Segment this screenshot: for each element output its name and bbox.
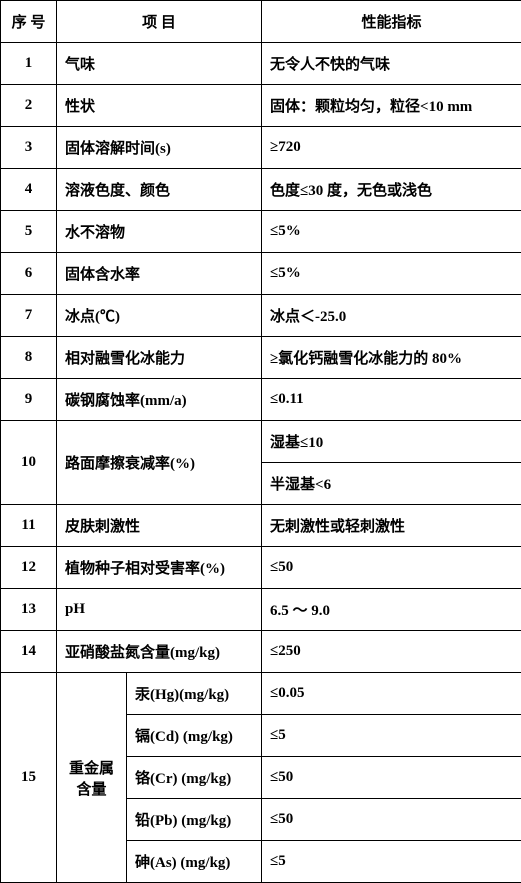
spec-cell: 固体：颗粒均匀，粒径<10 mm	[262, 85, 521, 127]
seq-cell: 3	[1, 127, 57, 169]
item-cell: 性状	[57, 85, 262, 127]
seq-cell: 15	[1, 673, 57, 883]
subitem-cell: 镉(Cd) (mg/kg)	[127, 715, 262, 757]
seq-cell: 7	[1, 295, 57, 337]
item-cell: 皮肤刺激性	[57, 505, 262, 547]
seq-cell: 1	[1, 43, 57, 85]
item-cell: 碳钢腐蚀率(mm/a)	[57, 379, 262, 421]
seq-cell: 10	[1, 421, 57, 505]
seq-cell: 4	[1, 169, 57, 211]
group-cell: 重金属含量	[57, 673, 127, 883]
spec-cell: 无令人不快的气味	[262, 43, 521, 85]
table-row: 2性状固体：颗粒均匀，粒径<10 mm	[1, 85, 521, 127]
spec-cell: ≤5%	[262, 253, 521, 295]
spec-cell: ≤250	[262, 631, 521, 673]
seq-cell: 12	[1, 547, 57, 589]
item-cell: 固体溶解时间(s)	[57, 127, 262, 169]
spec-cell: ≤5	[262, 715, 521, 757]
spec-cell: 色度≤30 度，无色或浅色	[262, 169, 521, 211]
hdr-item: 项 目	[57, 1, 262, 43]
spec-cell: ≥氯化钙融雪化冰能力的 80%	[262, 337, 521, 379]
item-cell: 固体含水率	[57, 253, 262, 295]
table-row: 5水不溶物≤5%	[1, 211, 521, 253]
table-row: 10路面摩擦衰减率(%)湿基≤10	[1, 421, 521, 463]
table-row: 12植物种子相对受害率(%)≤50	[1, 547, 521, 589]
spec-cell: ≤5	[262, 841, 521, 883]
table-row: 3固体溶解时间(s)≥720	[1, 127, 521, 169]
subitem-cell: 铅(Pb) (mg/kg)	[127, 799, 262, 841]
item-cell: 气味	[57, 43, 262, 85]
seq-cell: 13	[1, 589, 57, 631]
header-row: 序 号 项 目 性能指标	[1, 1, 521, 43]
item-cell: 亚硝酸盐氮含量(mg/kg)	[57, 631, 262, 673]
spec-table: 序 号 项 目 性能指标 1气味无令人不快的气味 2性状固体：颗粒均匀，粒径<1…	[0, 0, 521, 883]
spec-cell: 冰点＜-25.0	[262, 295, 521, 337]
table-row: 7冰点(℃)冰点＜-25.0	[1, 295, 521, 337]
hdr-seq: 序 号	[1, 1, 57, 43]
item-cell: pH	[57, 589, 262, 631]
table-row: 15重金属含量汞(Hg)(mg/kg)≤0.05	[1, 673, 521, 715]
subitem-cell: 汞(Hg)(mg/kg)	[127, 673, 262, 715]
table-row: 1气味无令人不快的气味	[1, 43, 521, 85]
table-row: 14亚硝酸盐氮含量(mg/kg)≤250	[1, 631, 521, 673]
spec-cell: 6.5 ～ 9.0	[262, 589, 521, 631]
hdr-spec: 性能指标	[262, 1, 521, 43]
item-cell: 冰点(℃)	[57, 295, 262, 337]
spec-cell: 湿基≤10	[262, 421, 521, 463]
item-cell: 水不溶物	[57, 211, 262, 253]
spec-cell: ≤50	[262, 547, 521, 589]
table-row: 6固体含水率≤5%	[1, 253, 521, 295]
spec-cell: ≤0.05	[262, 673, 521, 715]
seq-cell: 11	[1, 505, 57, 547]
item-cell: 路面摩擦衰减率(%)	[57, 421, 262, 505]
item-cell: 相对融雪化冰能力	[57, 337, 262, 379]
seq-cell: 6	[1, 253, 57, 295]
spec-cell: ≥720	[262, 127, 521, 169]
subitem-cell: 砷(As) (mg/kg)	[127, 841, 262, 883]
subitem-cell: 铬(Cr) (mg/kg)	[127, 757, 262, 799]
item-cell: 植物种子相对受害率(%)	[57, 547, 262, 589]
spec-cell: 半湿基<6	[262, 463, 521, 505]
table-row: 4溶液色度、颜色色度≤30 度，无色或浅色	[1, 169, 521, 211]
table-row: 9碳钢腐蚀率(mm/a)≤0.11	[1, 379, 521, 421]
seq-cell: 14	[1, 631, 57, 673]
seq-cell: 5	[1, 211, 57, 253]
spec-cell: ≤0.11	[262, 379, 521, 421]
table-row: 13pH6.5 ～ 9.0	[1, 589, 521, 631]
item-cell: 溶液色度、颜色	[57, 169, 262, 211]
seq-cell: 9	[1, 379, 57, 421]
seq-cell: 2	[1, 85, 57, 127]
spec-cell: ≤5%	[262, 211, 521, 253]
spec-cell: 无刺激性或轻刺激性	[262, 505, 521, 547]
seq-cell: 8	[1, 337, 57, 379]
table-row: 8相对融雪化冰能力≥氯化钙融雪化冰能力的 80%	[1, 337, 521, 379]
spec-cell: ≤50	[262, 799, 521, 841]
table-row: 11皮肤刺激性无刺激性或轻刺激性	[1, 505, 521, 547]
spec-cell: ≤50	[262, 757, 521, 799]
